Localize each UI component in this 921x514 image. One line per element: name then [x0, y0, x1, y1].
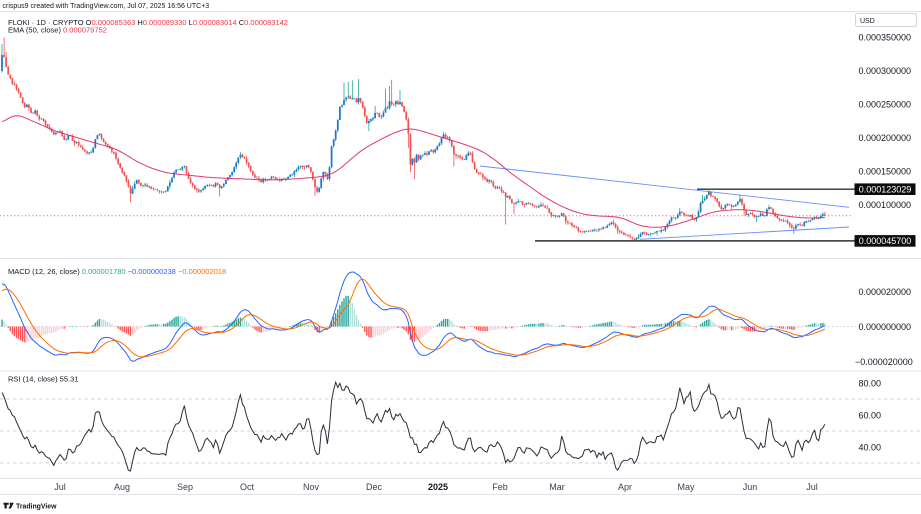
svg-text:Nov: Nov: [303, 482, 320, 492]
svg-text:Mar: Mar: [549, 482, 565, 492]
svg-text:0.000045700: 0.000045700: [859, 236, 912, 246]
svg-text:−0.000020000: −0.000020000: [855, 357, 913, 367]
svg-text:0.000150000: 0.000150000: [859, 166, 912, 176]
svg-text:0.000100000: 0.000100000: [859, 200, 912, 210]
svg-text:RSI (14, close) 55.31: RSI (14, close) 55.31: [8, 375, 78, 384]
svg-text:0.000300000: 0.000300000: [859, 66, 912, 76]
svg-text:TradingView: TradingView: [16, 503, 57, 510]
svg-text:0.000020000: 0.000020000: [859, 287, 912, 297]
svg-text:MACD (12, 26, close) 0.0000017: MACD (12, 26, close) 0.000001780 −0.0000…: [8, 267, 226, 276]
svg-text:0.000123029: 0.000123029: [859, 184, 912, 194]
svg-text:May: May: [677, 482, 695, 492]
svg-text:Aug: Aug: [114, 482, 130, 492]
svg-text:Jul: Jul: [54, 482, 66, 492]
svg-text:Feb: Feb: [492, 482, 508, 492]
svg-text:Jun: Jun: [743, 482, 758, 492]
svg-text:0.000200000: 0.000200000: [859, 133, 912, 143]
svg-text:Sep: Sep: [177, 482, 193, 492]
svg-text:Oct: Oct: [240, 482, 255, 492]
svg-text:0.000000000: 0.000000000: [859, 322, 912, 332]
svg-text:60.00: 60.00: [859, 410, 882, 420]
svg-text:80.00: 80.00: [859, 378, 882, 388]
svg-text:EMA (50, close) 0.000079752: EMA (50, close) 0.000079752: [8, 26, 107, 35]
svg-text:0.000350000: 0.000350000: [859, 32, 912, 42]
svg-text:crispus9 created with TradingV: crispus9 created with TradingView.com, J…: [3, 3, 210, 10]
svg-text:40.00: 40.00: [859, 442, 882, 452]
svg-text:FLOKI · 1D · CRYPTO O0.000085: FLOKI · 1D · CRYPTO O0.000085363 H0.0000…: [8, 18, 288, 27]
svg-text:USD: USD: [860, 18, 875, 25]
svg-text:Jul: Jul: [806, 482, 818, 492]
svg-text:0.000250000: 0.000250000: [859, 99, 912, 109]
svg-text:2025: 2025: [428, 482, 448, 492]
svg-text:Apr: Apr: [618, 482, 632, 492]
svg-text:Dec: Dec: [366, 482, 383, 492]
